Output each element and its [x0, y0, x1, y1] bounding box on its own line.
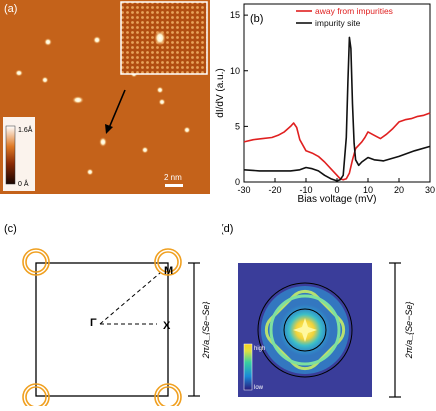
high-symmetry-path	[99, 272, 161, 325]
m-point-label: M	[164, 265, 173, 277]
qpi-simulation-map: (d) high low 2π/a_{Se−Se}	[220, 223, 414, 398]
x-axis-label: Bias voltage (mV)	[298, 194, 377, 205]
impurity-spots	[15, 36, 191, 176]
panel-c: (c) Γ X M 2π/a_{Se−Se}	[0, 206, 211, 411]
panel-a-label: (a)	[4, 3, 17, 15]
panel-d: (d) high low 2π/a_{Se−Se}	[220, 206, 436, 406]
gamma-point-label: Γ	[90, 317, 97, 329]
x-tick-label: 0	[334, 185, 339, 195]
y-tick-label: 10	[230, 66, 240, 76]
panel-c-label: (c)	[4, 223, 17, 235]
scale-bar-label: 2 nm	[164, 173, 182, 182]
legend-away-label: away from impurities	[315, 6, 393, 16]
series-line-impurity-site	[243, 36, 431, 182]
scattering-rings	[257, 282, 353, 378]
x-tick-label: -20	[268, 185, 281, 195]
dimension-bracket-d	[389, 262, 401, 398]
atomic-lattice-inset	[120, 1, 208, 75]
x-tick-label: 10	[363, 185, 373, 195]
y-tick-label: 5	[235, 121, 240, 131]
height-colorbar	[3, 117, 35, 191]
chart-legend: away from impurities impurity site	[296, 6, 393, 28]
x-tick-label: 30	[425, 185, 435, 195]
panel-b-label: (b)	[250, 13, 263, 25]
intensity-colorbar	[243, 343, 253, 391]
panel-d-label: (d)	[222, 223, 233, 235]
x-tick-label: 20	[394, 185, 404, 195]
panel-a: 1.6Å 0 Å 2 nm (a)	[0, 0, 210, 194]
dimension-bracket	[188, 262, 200, 397]
didv-spectra-chart: -30 -20 -10 0 10 20 30 0 5 10 15 (b) away from imp…	[215, 3, 435, 205]
electron-pockets	[22, 248, 182, 411]
panel-b: -30 -20 -10 0 10 20 30 0 5 10 15 (b) away from imp…	[212, 0, 436, 206]
x-tick-label: -30	[237, 185, 250, 195]
colorbar-top-label: 1.6Å	[18, 125, 33, 134]
series-line-away-from-impurities	[243, 112, 431, 181]
inset-arrow	[105, 89, 126, 134]
x-point-label: X	[163, 320, 171, 332]
y-tick-label: 0	[235, 177, 240, 187]
colorbar-low-label: low	[254, 385, 264, 391]
legend-impurity-label: impurity site	[315, 18, 361, 28]
colorbar-bottom-label: 0 Å	[18, 179, 29, 188]
y-tick-label: 15	[230, 10, 240, 20]
colorbar-high-label: high	[254, 346, 265, 352]
reciprocal-length-label-d: 2π/a_{Se−Se}	[404, 302, 414, 360]
stm-topograph-image: 1.6Å 0 Å 2 nm (a)	[0, 0, 210, 194]
x-tick-label: -10	[299, 185, 312, 195]
zone-boundary	[35, 262, 169, 397]
scale-bar	[165, 184, 183, 187]
y-axis-label: dI/dV (a.u.)	[215, 68, 226, 117]
reciprocal-length-label: 2π/a_{Se−Se}	[201, 302, 210, 360]
brillouin-zone-diagram: (c) Γ X M 2π/a_{Se−Se}	[4, 223, 211, 411]
